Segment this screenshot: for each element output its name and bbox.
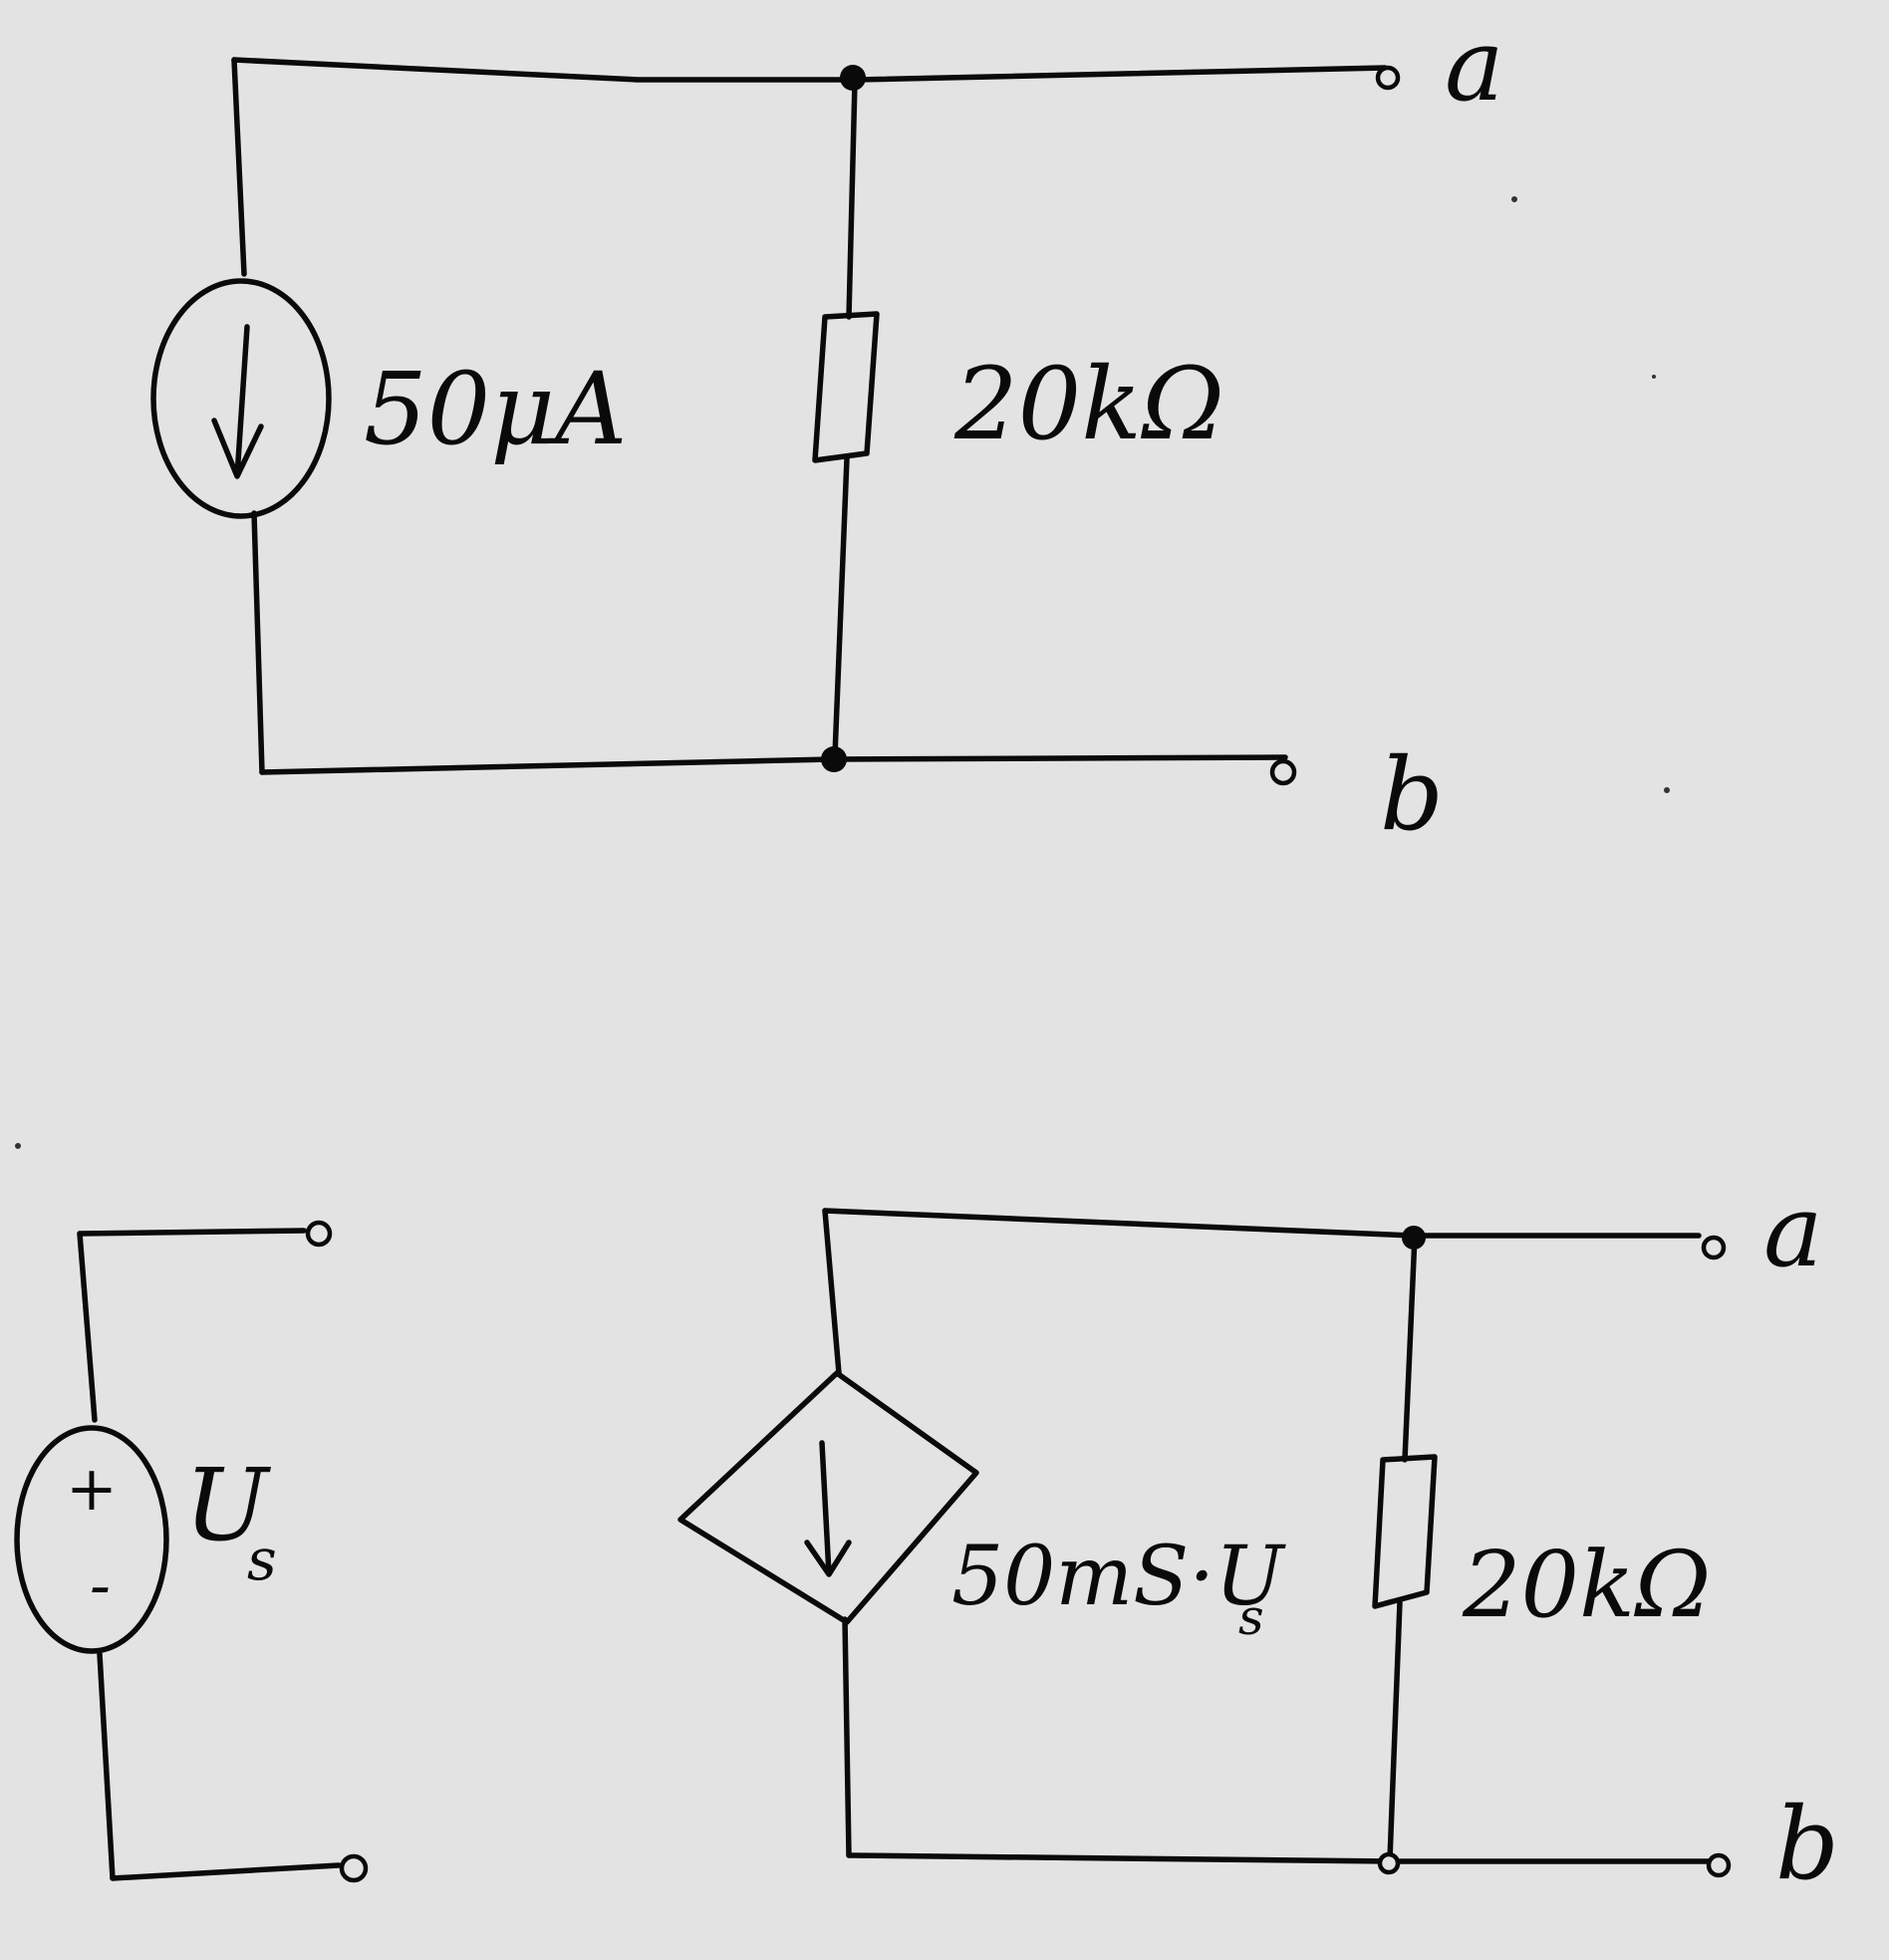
circuit-1: 50μA 20kΩ a b [150, 7, 1504, 853]
c2-terminal-top[interactable] [305, 1220, 333, 1248]
c1-terminal-b-label: b [1380, 736, 1444, 853]
c2-voltage-source: + - [14, 1425, 169, 1654]
c3-node-bottom [1377, 1851, 1401, 1875]
c1-wire-mid-upper [846, 79, 858, 320]
c1-terminal-a[interactable] [1375, 65, 1401, 91]
c3-dependent-current-source [677, 1370, 979, 1625]
c1-wire-top [231, 57, 1388, 83]
speck [1664, 787, 1670, 793]
c2-terminal-bottom[interactable] [339, 1853, 369, 1883]
circuit-2: + - U s [14, 1220, 369, 1883]
c1-wire-left-lower [251, 510, 265, 775]
c1-wire-bottom [259, 754, 1288, 775]
c3-wire-bottom [846, 1852, 1712, 1864]
c1-resistor [812, 311, 880, 463]
c3-terminal-a[interactable] [1701, 1235, 1727, 1260]
c2-wire-left-upper [77, 1231, 98, 1423]
down-arrow-icon [804, 1440, 852, 1577]
speck [1511, 196, 1517, 202]
c3-wire-left-upper [822, 1208, 842, 1376]
c3-wire-top [822, 1208, 1702, 1239]
c1-current-source [150, 278, 332, 519]
c1-current-source-circle [150, 278, 332, 519]
c1-current-source-label: 50μA [364, 351, 627, 467]
c1-wire-mid-lower [832, 455, 850, 758]
c2-wire-left-lower [97, 1651, 116, 1881]
c3-terminal-b-label: b [1775, 1786, 1839, 1902]
c3-wire-right-lower [1387, 1599, 1403, 1862]
speck [15, 1143, 21, 1149]
c3-resistor-label: 20kΩ [1462, 1532, 1711, 1638]
c2-wire-bottom [110, 1862, 342, 1881]
minus-sign-icon: - [90, 1548, 111, 1621]
c3-wire-left-lower [842, 1616, 852, 1858]
paper-specks [15, 196, 1670, 1149]
c2-source-subscript: s [247, 1526, 277, 1593]
c3-dependent-source-label: 50mS·U [951, 1530, 1286, 1624]
c3-terminal-a-label: a [1763, 1173, 1823, 1289]
c1-wire-left-upper [231, 57, 247, 277]
c3-node-top [1402, 1226, 1426, 1250]
c1-terminal-a-label: a [1445, 7, 1504, 124]
c2-voltage-source-circle [14, 1425, 169, 1654]
c2-source-name: U [184, 1447, 272, 1563]
c3-terminal-b[interactable] [1706, 1852, 1732, 1878]
c3-diamond [677, 1370, 979, 1625]
c1-terminal-b[interactable] [1269, 758, 1297, 786]
circuit-3: 50mS·U s 20kΩ a b [677, 1173, 1839, 1902]
down-arrow-icon [211, 324, 264, 479]
c1-resistor-label: 20kΩ [953, 346, 1224, 462]
plus-sign-icon: + [66, 1452, 118, 1525]
c3-wire-right-upper [1402, 1233, 1418, 1463]
c2-wire-top [77, 1228, 307, 1237]
c3-dependent-source-subscript: s [1238, 1588, 1264, 1646]
speck [1652, 375, 1656, 379]
c3-resistor [1372, 1454, 1438, 1609]
c1-node-bottom [821, 746, 847, 772]
c1-node-top [840, 65, 866, 91]
